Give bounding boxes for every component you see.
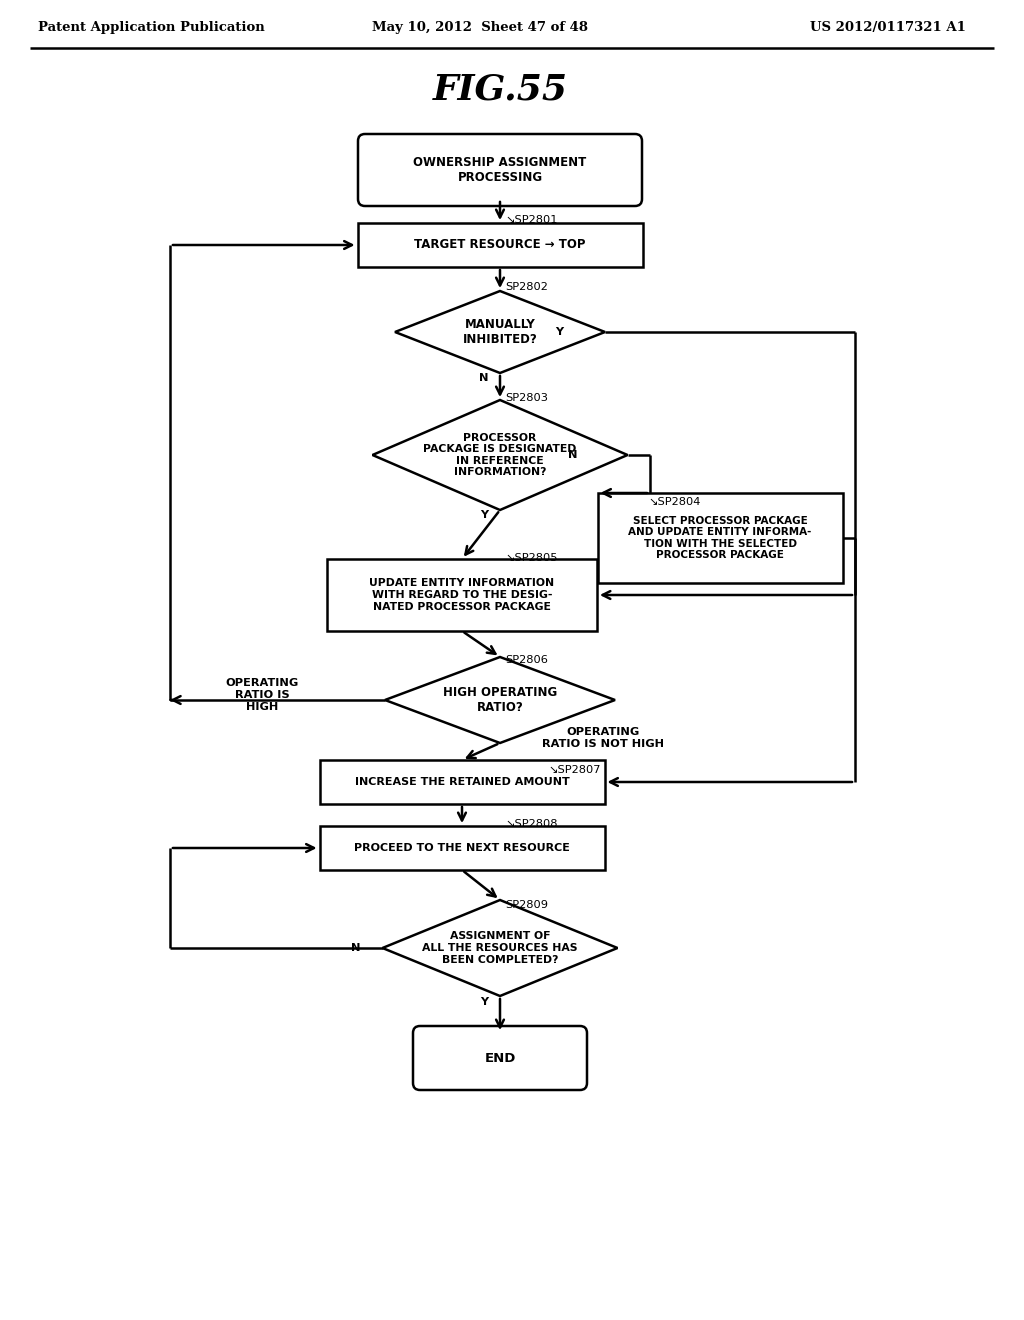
Text: N: N <box>350 942 360 953</box>
Bar <box>319 826 604 870</box>
Text: MANUALLY
INHIBITED?: MANUALLY INHIBITED? <box>463 318 538 346</box>
Text: May 10, 2012  Sheet 47 of 48: May 10, 2012 Sheet 47 of 48 <box>372 21 588 34</box>
Text: US 2012/0117321 A1: US 2012/0117321 A1 <box>810 21 966 34</box>
Polygon shape <box>373 400 628 510</box>
Text: SELECT PROCESSOR PACKAGE
AND UPDATE ENTITY INFORMA-
TION WITH THE SELECTED
PROCE: SELECT PROCESSOR PACKAGE AND UPDATE ENTI… <box>629 516 812 561</box>
Polygon shape <box>383 900 617 997</box>
Text: PROCESSOR
PACKAGE IS DESIGNATED
IN REFERENCE
INFORMATION?: PROCESSOR PACKAGE IS DESIGNATED IN REFER… <box>423 433 577 478</box>
Text: OWNERSHIP ASSIGNMENT
PROCESSING: OWNERSHIP ASSIGNMENT PROCESSING <box>414 156 587 183</box>
Text: INCREASE THE RETAINED AMOUNT: INCREASE THE RETAINED AMOUNT <box>354 777 569 787</box>
Text: TARGET RESOURCE → TOP: TARGET RESOURCE → TOP <box>415 239 586 252</box>
Text: SP2803: SP2803 <box>505 393 548 403</box>
Text: OPERATING
RATIO IS
HIGH: OPERATING RATIO IS HIGH <box>225 678 299 711</box>
Text: HIGH OPERATING
RATIO?: HIGH OPERATING RATIO? <box>442 686 557 714</box>
FancyBboxPatch shape <box>413 1026 587 1090</box>
Text: ASSIGNMENT OF
ALL THE RESOURCES HAS
BEEN COMPLETED?: ASSIGNMENT OF ALL THE RESOURCES HAS BEEN… <box>422 932 578 965</box>
Text: ↘SP2801: ↘SP2801 <box>505 215 557 224</box>
Text: Patent Application Publication: Patent Application Publication <box>38 21 265 34</box>
Text: END: END <box>484 1052 516 1064</box>
Text: SP2802: SP2802 <box>505 282 548 292</box>
Text: ↘SP2804: ↘SP2804 <box>648 498 700 507</box>
Bar <box>357 223 642 267</box>
Bar <box>597 492 843 583</box>
Text: SP2806: SP2806 <box>505 655 548 665</box>
Bar <box>319 760 604 804</box>
Text: Y: Y <box>555 327 563 337</box>
Text: Y: Y <box>480 997 488 1007</box>
Text: PROCEED TO THE NEXT RESOURCE: PROCEED TO THE NEXT RESOURCE <box>354 843 570 853</box>
Bar <box>327 558 597 631</box>
Text: UPDATE ENTITY INFORMATION
WITH REGARD TO THE DESIG-
NATED PROCESSOR PACKAGE: UPDATE ENTITY INFORMATION WITH REGARD TO… <box>370 578 555 611</box>
FancyBboxPatch shape <box>358 135 642 206</box>
Text: ↘SP2805: ↘SP2805 <box>505 553 557 564</box>
Text: ↘SP2808: ↘SP2808 <box>505 818 557 829</box>
Text: OPERATING
RATIO IS NOT HIGH: OPERATING RATIO IS NOT HIGH <box>542 727 664 748</box>
Text: SP2809: SP2809 <box>505 900 548 909</box>
Polygon shape <box>395 290 605 374</box>
Polygon shape <box>385 657 615 743</box>
Text: N: N <box>568 450 578 459</box>
Text: ↘SP2807: ↘SP2807 <box>548 766 600 775</box>
Text: N: N <box>478 374 488 383</box>
Text: FIG.55: FIG.55 <box>432 73 567 107</box>
Text: Y: Y <box>480 510 488 520</box>
